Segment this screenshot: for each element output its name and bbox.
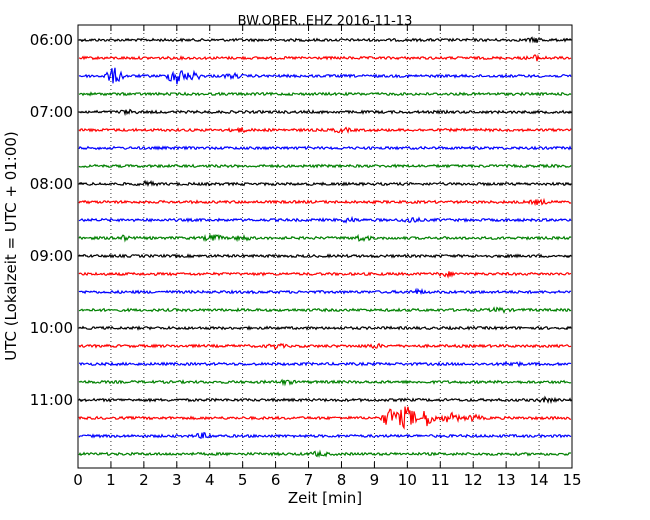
traces [78,36,572,458]
x-tick-label: 9 [370,471,380,489]
y-tick-label: 09:00 [30,247,73,265]
trace-0600 [78,36,572,44]
trace-0945 [78,306,572,314]
x-tick-label: 8 [337,471,347,489]
y-tick-label: 10:00 [30,319,73,337]
trace-0900 [78,253,572,259]
axis-ticks [77,25,573,468]
trace-1015 [78,342,572,350]
trace-1130 [78,431,572,439]
trace-0700 [78,108,572,117]
y-axis-label: UTC (Lokalzeit = UTC + 01:00) [2,131,20,361]
trace-0645 [78,91,572,97]
trace-0800 [78,179,572,187]
trace-0815 [78,197,572,207]
y-tick-labels: 06:00 07:00 08:00 09:00 10:00 11:00 [30,31,73,409]
plot-frame [77,24,573,469]
trace-0930 [78,287,572,295]
trace-0730 [78,145,572,151]
trace-1045 [78,378,572,387]
trace-0915 [78,271,572,279]
trace-0630 [78,67,572,85]
x-tick-label: 12 [464,471,483,489]
x-tick-label: 10 [398,471,417,489]
x-tick-label: 14 [530,471,549,489]
trace-0845 [78,232,572,243]
trace-0615 [78,53,572,62]
x-tick-labels: 0 1 2 3 4 5 6 7 8 9 10 11 12 13 14 15 [73,471,581,489]
trace-0715 [78,126,572,134]
x-tick-label: 4 [205,471,215,489]
x-tick-label: 11 [431,471,450,489]
trace-1030 [78,360,572,368]
x-tick-label: 6 [271,471,281,489]
x-tick-label: 2 [139,471,149,489]
x-tick-label: 5 [238,471,248,489]
y-tick-label: 06:00 [30,31,73,49]
trace-1100 [78,395,572,404]
x-tick-label: 3 [172,471,182,489]
x-tick-label: 1 [106,471,116,489]
y-tick-label: 07:00 [30,103,73,121]
x-axis-label: Zeit [min] [288,489,362,507]
trace-1115 [78,406,572,430]
trace-0830 [78,215,572,224]
x-tick-label: 15 [562,471,581,489]
y-tick-label: 11:00 [30,391,73,409]
chart-title: BW.OBER..EHZ 2016-11-13 [238,14,413,29]
x-tick-label: 13 [497,471,516,489]
y-tick-label: 08:00 [30,175,73,193]
x-tick-label: 0 [73,471,83,489]
trace-1000 [78,325,572,331]
trace-1145 [78,449,572,458]
x-tick-label: 7 [304,471,314,489]
trace-0745 [78,163,572,169]
